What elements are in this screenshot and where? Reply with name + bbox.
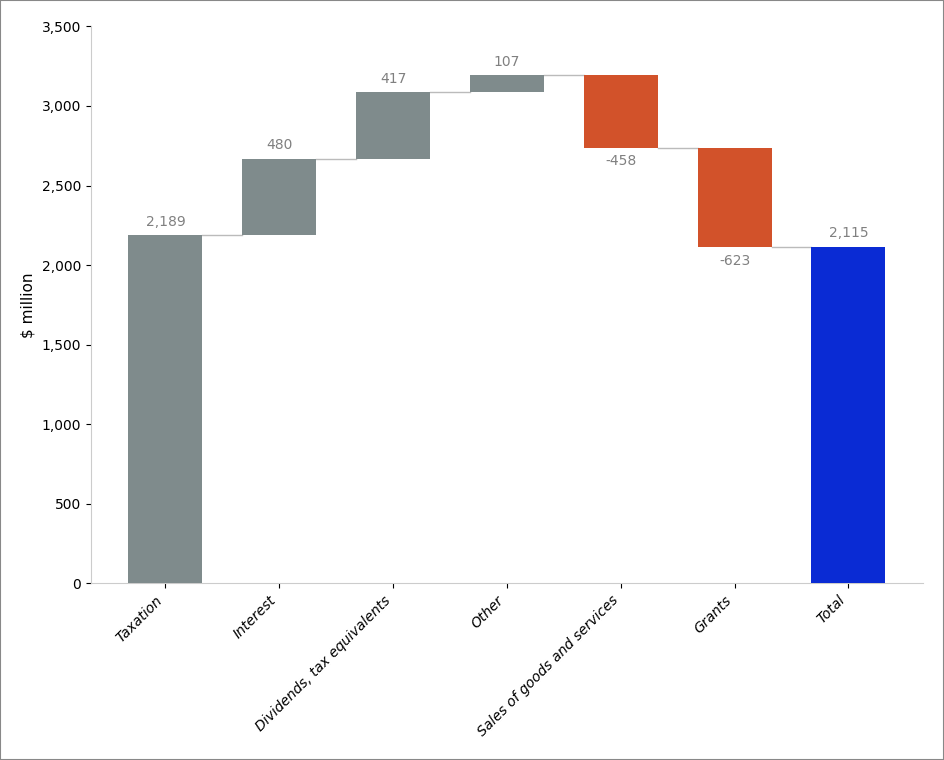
Text: 107: 107 [494,55,520,69]
Text: 480: 480 [266,138,293,152]
Bar [470,75,544,92]
Text: -458: -458 [605,154,636,169]
Text: 417: 417 [379,72,406,86]
Bar [356,92,430,159]
Bar [583,75,658,148]
Text: 2,115: 2,115 [829,226,868,240]
Y-axis label: $ million: $ million [21,272,36,337]
Bar [243,159,316,235]
Bar [698,148,771,247]
Text: -623: -623 [719,254,750,268]
Text: 2,189: 2,189 [145,214,185,229]
Bar [811,247,885,584]
Bar [128,235,202,584]
